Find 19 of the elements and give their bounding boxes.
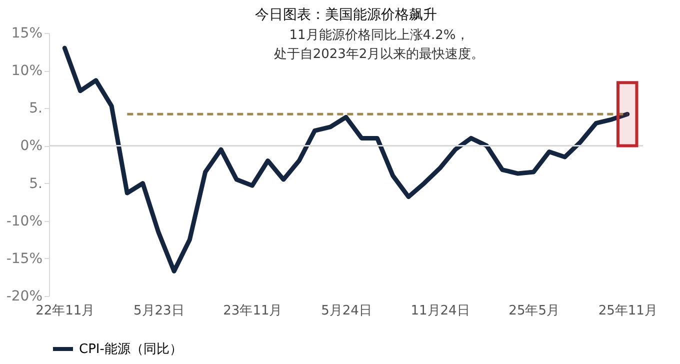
y-tick-label: -10% xyxy=(6,213,42,230)
y-tick-label: -20% xyxy=(6,288,42,304)
line-series xyxy=(62,46,630,274)
x-tick-label: 25年11月 xyxy=(598,304,658,318)
annotation: 11月能源价格同比上涨4.2%，处于自2023年2月以来的最快速度。 xyxy=(274,28,484,62)
x-tick-label: 22年11月 xyxy=(36,304,95,318)
x-tick-label: 11月24日 xyxy=(410,304,470,318)
legend-label: CPI-能源（同比） xyxy=(79,342,182,357)
y-tick-label: 5. xyxy=(29,100,42,117)
x-tick-label: 5月23日 xyxy=(134,304,184,318)
y-tick-label: -15% xyxy=(6,250,42,267)
x-tick-label: 23年11月 xyxy=(223,304,282,318)
y-tick-label: 15% xyxy=(11,26,42,42)
x-tick-label: 5月24日 xyxy=(321,304,372,318)
y-tick-label: 10% xyxy=(11,63,42,80)
chart-title: 今日图表：美国能源价格飙升 xyxy=(255,7,437,23)
x-tick-label: 25年5月 xyxy=(508,304,560,318)
y-tick-label: 0% xyxy=(20,138,42,154)
y-tick-label: 5. xyxy=(29,176,42,192)
